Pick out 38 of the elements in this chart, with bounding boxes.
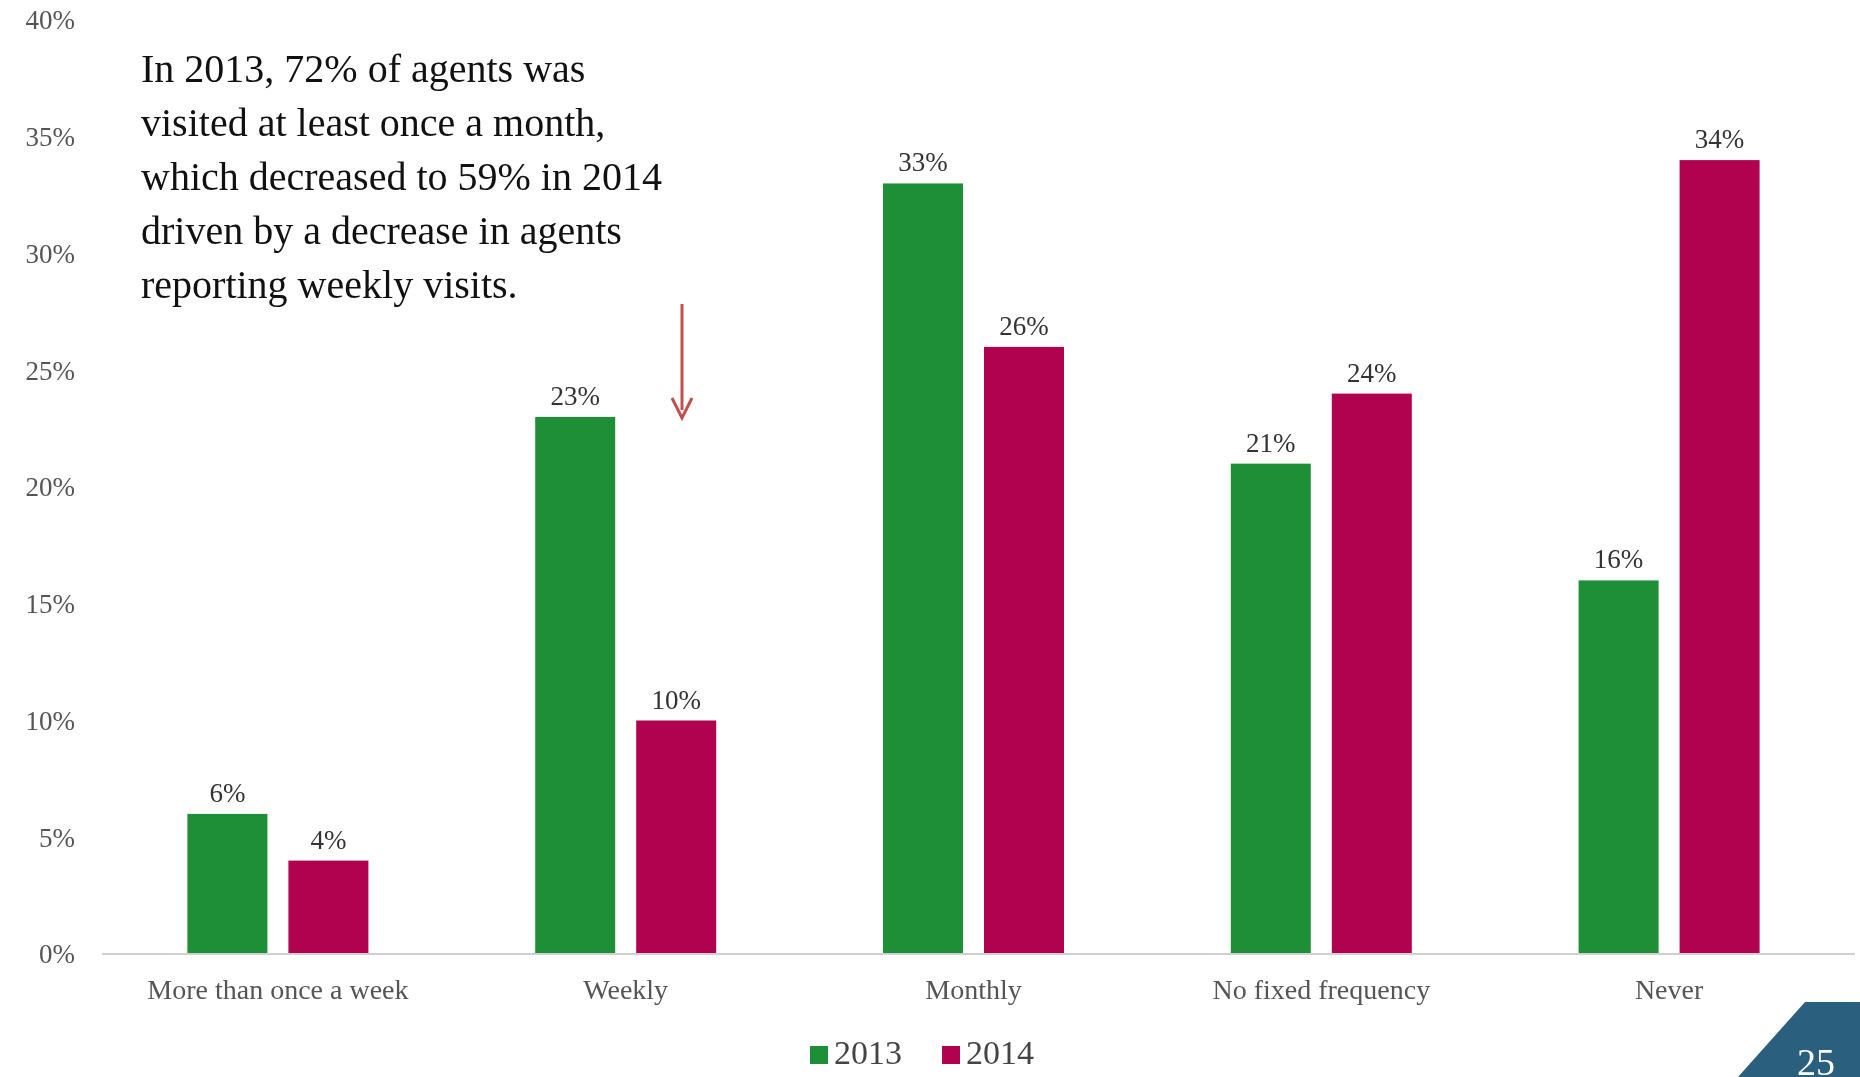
- y-tick-label: 35%: [25, 122, 75, 153]
- legend-label: 2014: [966, 1034, 1034, 1071]
- bar: [636, 720, 717, 954]
- text: 25: [1797, 1041, 1835, 1077]
- bar: [187, 813, 268, 954]
- data-label: 6%: [209, 777, 246, 808]
- y-tick-label: 20%: [25, 472, 75, 503]
- bar: [984, 346, 1064, 954]
- data-label: 10%: [651, 684, 701, 715]
- y-tick-label: 15%: [25, 589, 75, 620]
- data-label: 33%: [898, 147, 948, 178]
- bar: [288, 860, 369, 954]
- y-tick-label: 10%: [25, 705, 75, 736]
- data-label: 16%: [1593, 544, 1644, 575]
- y-tick-label: 25%: [25, 355, 75, 386]
- x-tick-label: Weekly: [583, 974, 669, 1005]
- annotation: In 2013, 72% of agents was visited at least once a month, which decreased to 59% in 2014 driven by a decrease in agents reporting weekly visits.: [141, 46, 662, 307]
- data-label: 26%: [999, 310, 1049, 341]
- bar: [1679, 160, 1760, 954]
- y-tick-label: 40%: [25, 5, 75, 36]
- x-tick-label: Never: [1634, 974, 1704, 1005]
- data-label: 4%: [310, 824, 347, 855]
- bar: [1578, 580, 1659, 954]
- bar: [535, 416, 616, 954]
- data-label: 23%: [550, 380, 600, 411]
- bar: [1331, 393, 1412, 954]
- y-tick-label: 5%: [39, 822, 75, 853]
- y-tick-label: 0%: [39, 939, 75, 970]
- data-label: 34%: [1694, 124, 1745, 155]
- x-tick-label: More than once a week: [147, 974, 409, 1005]
- x-tick-label: Monthly: [925, 974, 1022, 1005]
- data-label: 24%: [1347, 357, 1397, 388]
- bar: [883, 183, 963, 954]
- bar: [1230, 463, 1311, 954]
- x-tick-label: No fixed frequency: [1212, 974, 1431, 1005]
- legend-label: 2013: [834, 1034, 902, 1071]
- data-label: 21%: [1246, 427, 1296, 458]
- y-tick-label: 30%: [25, 238, 75, 269]
